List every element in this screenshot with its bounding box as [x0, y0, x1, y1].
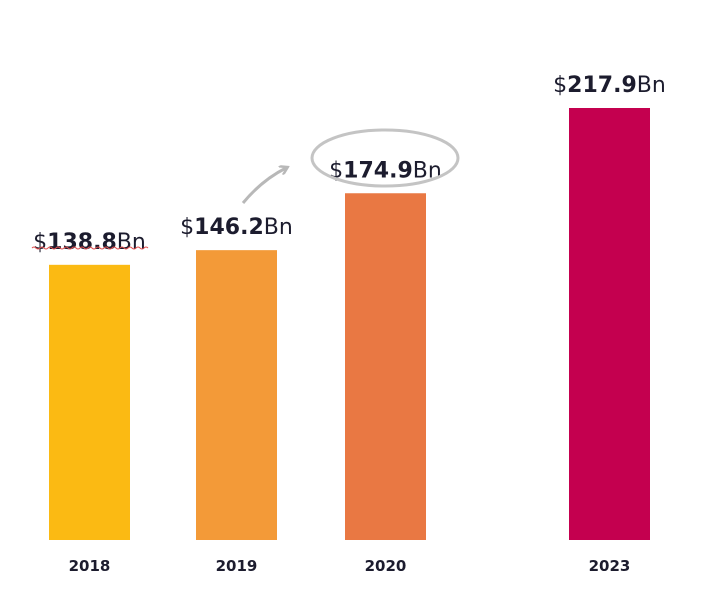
value-labels-group: $138.8Bn $146.2Bn $174.9Bn $217.9Bn: [33, 73, 666, 255]
category-label-2023: 2023: [589, 557, 631, 575]
category-label-2020: 2020: [365, 557, 407, 575]
value-label-2019: $146.2Bn: [180, 215, 293, 240]
bar-2020: [345, 193, 426, 540]
value-label-2020: $174.9Bn: [329, 158, 442, 183]
growth-arrow-icon: [241, 168, 286, 204]
category-label-2019: 2019: [216, 557, 258, 575]
value-label-2023: $217.9Bn: [553, 73, 666, 98]
bar-2019: [196, 250, 277, 541]
bars-group: [49, 108, 650, 541]
category-labels-group: 2018 2019 2020 2023: [69, 557, 631, 575]
bar-2018: [49, 264, 130, 540]
spellcheck-underline: [31, 246, 149, 250]
category-label-2018: 2018: [69, 557, 111, 575]
highlight-ellipse: [310, 128, 460, 188]
bar-2023: [569, 108, 650, 540]
value-label-2018: $138.8Bn: [33, 230, 146, 255]
